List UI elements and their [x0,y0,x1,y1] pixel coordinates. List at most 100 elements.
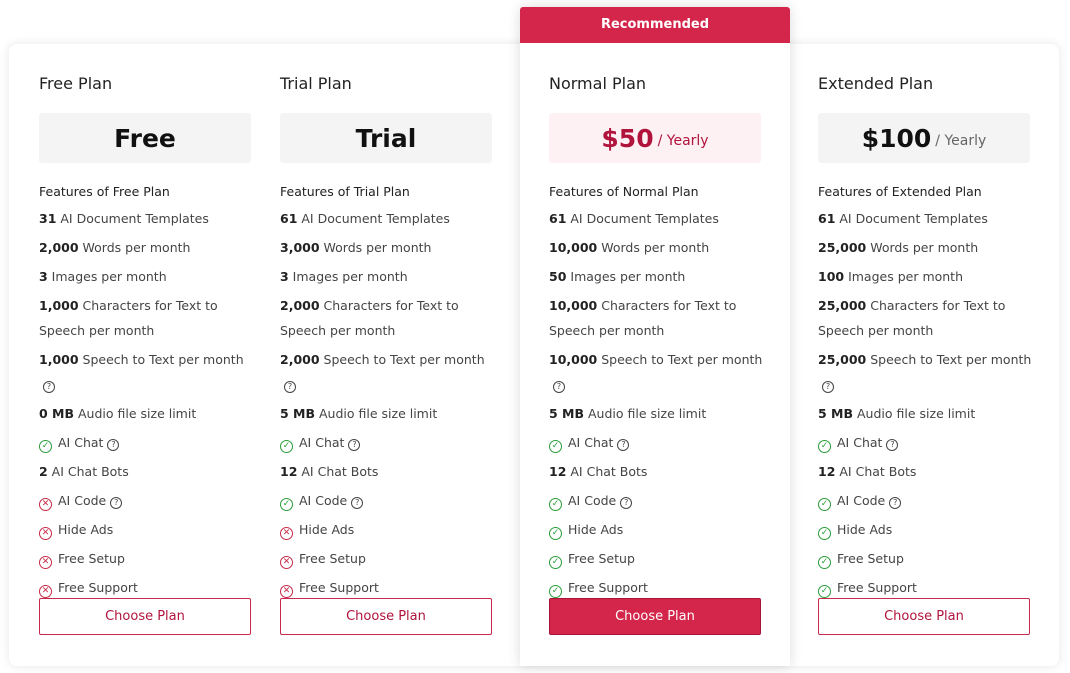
help-circle-icon[interactable]: ? [107,439,120,451]
feature-text: Characters for Text to Speech per month [280,298,459,338]
feature-text: Speech to Text per month [866,352,1032,367]
feature-text: Images per month [844,269,964,284]
feature-text: AI Document Templates [566,211,719,226]
plan-title: Free Plan [39,74,113,93]
feature-item: ✕ Free Support [39,575,254,600]
features-prefix: Features of [39,184,113,199]
feature-value: 2,000 [39,240,79,255]
feature-text: Free Support [299,580,379,595]
feature-item: ✓ AI Chat? [818,430,1033,455]
feature-item: 3,000 Words per month [280,235,495,260]
features-plan-name: Trial Plan [353,184,410,199]
choose-plan-button[interactable]: Choose Plan [280,598,492,635]
check-circle-icon: ✓ [818,585,831,598]
feature-text: Characters for Text to Speech per month [39,298,218,338]
recommended-badge: Recommended [520,7,790,43]
price-amount: $100 [861,123,932,153]
feature-value: 1,000 [39,298,79,313]
feature-text: Speech to Text per month [78,352,244,367]
features-plan-name: Free Plan [112,184,170,199]
feature-text: Free Setup [837,551,904,566]
feature-text: AI Document Templates [297,211,450,226]
feature-text: AI Chat [837,435,883,450]
feature-text: Characters for Text to Speech per month [818,298,1006,338]
plan-title: Normal Plan [549,74,647,93]
feature-value: 31 [39,211,57,226]
help-circle-icon[interactable]: ? [617,439,630,451]
feature-item: ✓ AI Chat? [549,430,764,455]
feature-text: Hide Ads [568,522,624,537]
features-prefix: Features of [280,184,354,199]
choose-plan-button[interactable]: Choose Plan [39,598,251,635]
check-circle-icon: ✓ [818,556,831,569]
feature-item: 10,000 Characters for Text to Speech per… [549,293,764,343]
feature-list: Features of Trial Plan 61 AI Document Tem… [280,182,495,604]
feature-text: Free Support [58,580,138,595]
price-box: Free [39,113,251,163]
feature-text: Audio file size limit [853,406,976,421]
feature-value: 2 [39,464,48,479]
feature-item: ✕ Hide Ads [39,517,254,542]
feature-text: Free Setup [58,551,125,566]
feature-item: 25,000 Characters for Text to Speech per… [818,293,1033,343]
feature-text: Words per month [597,240,710,255]
feature-value: 10,000 [549,352,598,367]
check-circle-icon: ✓ [549,440,562,453]
feature-text: AI Chat [299,435,345,450]
check-circle-icon: ✓ [39,440,52,453]
x-circle-icon: ✕ [39,498,52,511]
choose-plan-button[interactable]: Choose Plan [549,598,761,635]
check-circle-icon: ✓ [549,556,562,569]
help-circle-icon[interactable]: ? [284,381,296,393]
feature-text: Images per month [47,269,167,284]
feature-value: 3 [280,269,289,284]
feature-text: AI Chat [568,435,614,450]
feature-value: 2,000 [280,298,320,313]
feature-text: AI Chat [58,435,104,450]
x-circle-icon: ✕ [39,527,52,540]
feature-item: ✓ AI Code? [549,488,764,513]
help-circle-icon[interactable]: ? [351,497,364,509]
help-circle-icon[interactable]: ? [822,381,834,393]
price-period: / Yearly [935,133,987,149]
plan-title: Trial Plan [280,74,352,93]
feature-text: AI Code [58,493,107,508]
feature-text: AI Chat Bots [297,464,379,479]
feature-item: 12 AI Chat Bots [280,459,495,484]
feature-value: 61 [818,211,836,226]
help-circle-icon[interactable]: ? [110,497,123,509]
feature-item: ✓ Free Support [818,575,1033,600]
price-period: / Yearly [657,133,709,149]
help-circle-icon[interactable]: ? [620,497,633,509]
check-circle-icon: ✓ [549,585,562,598]
feature-item: 61 AI Document Templates [280,206,495,231]
feature-text: AI Code [299,493,348,508]
feature-item: 61 AI Document Templates [818,206,1033,231]
feature-item: ✕ AI Code? [39,488,254,513]
feature-text: AI Chat Bots [835,464,917,479]
feature-item: 0 MB Audio file size limit [39,401,254,426]
feature-item: 10,000 Speech to Text per month? [549,347,764,397]
check-circle-icon: ✓ [818,498,831,511]
feature-list: Features of Normal Plan 61 AI Document Te… [549,182,764,604]
help-circle-icon[interactable]: ? [886,439,899,451]
feature-value: 10,000 [549,240,598,255]
price-amount: $50 [601,123,654,153]
feature-item: ✕ Free Setup [280,546,495,571]
help-circle-icon[interactable]: ? [553,381,565,393]
feature-text: Words per month [78,240,191,255]
feature-value: 25,000 [818,352,867,367]
feature-item: 2 AI Chat Bots [39,459,254,484]
feature-value: 5 MB [549,406,585,421]
feature-text: Characters for Text to Speech per month [549,298,737,338]
feature-text: Speech to Text per month [319,352,485,367]
feature-value: 0 MB [39,406,75,421]
help-circle-icon[interactable]: ? [43,381,55,393]
help-circle-icon[interactable]: ? [348,439,361,451]
feature-value: 12 [818,464,836,479]
feature-text: Words per month [319,240,432,255]
choose-plan-button[interactable]: Choose Plan [818,598,1030,635]
feature-text: Hide Ads [837,522,893,537]
help-circle-icon[interactable]: ? [889,497,902,509]
feature-item: ✓ AI Chat? [39,430,254,455]
